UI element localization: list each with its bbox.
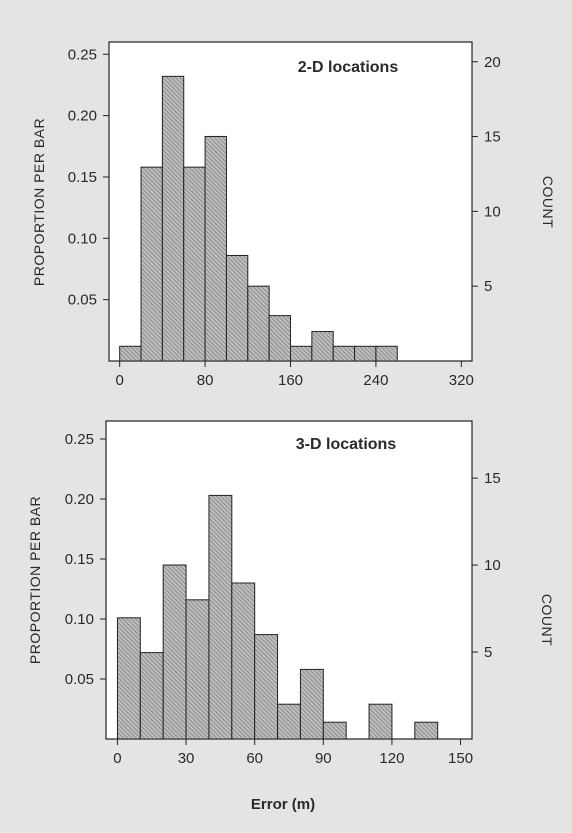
y-right-tick-label: 10 (484, 203, 501, 220)
x-tick-label: 120 (379, 750, 404, 767)
panel-title-2d: 2-D locations (298, 59, 399, 76)
x-tick-label: 320 (449, 372, 474, 389)
histogram-bar (161, 75, 185, 362)
y-right-tick-label: 15 (484, 470, 501, 487)
histogram-bar (354, 345, 377, 362)
histogram-bar (290, 345, 313, 362)
y-left-tick-label: 0.05 (68, 292, 97, 309)
y-axis-left-label-2d: PROPORTION PER BAR (31, 118, 47, 286)
x-tick-label: 0 (113, 750, 121, 767)
bars-3d (116, 494, 439, 740)
x-tick-label: 240 (363, 372, 388, 389)
histogram-bar (185, 599, 210, 740)
histogram-bar (375, 345, 398, 362)
y-left-tick-label: 0.20 (65, 491, 94, 508)
histogram-bar (247, 285, 270, 362)
y-right-tick-label: 5 (484, 644, 492, 661)
y-axis-right-label-2d: COUNT (540, 176, 556, 228)
histogram-bar (119, 345, 142, 362)
histogram-bar (183, 166, 206, 362)
x-tick-label: 30 (178, 750, 195, 767)
histogram-bar (231, 582, 256, 740)
y-axis-left-label-3d: PROPORTION PER BAR (27, 496, 43, 664)
histogram-bar (204, 135, 227, 362)
histogram-bar (140, 166, 163, 362)
x-tick-label: 160 (278, 372, 303, 389)
histogram-bar (225, 254, 249, 362)
histogram-bar (368, 703, 393, 740)
y-right-tick-label: 10 (484, 557, 501, 574)
y-axis-right-label-3d: COUNT (539, 594, 555, 646)
y-left-tick-label: 0.15 (68, 169, 97, 186)
panel-3d-locations: 3-D locations PROPORTION PER BAR COUNT 0… (27, 420, 555, 767)
histogram-bar (268, 315, 292, 362)
y-left-tick-label: 0.20 (68, 108, 97, 125)
y-right-tick-label: 5 (484, 278, 492, 295)
x-tick-label: 90 (315, 750, 332, 767)
axes-3d: 0 30 60 90 120 150 0.05 0.10 0.15 0.20 0.25 5 10 15 (65, 431, 501, 767)
histogram-bar (322, 721, 347, 740)
x-axis-label: Error (m) (251, 796, 315, 813)
y-left-tick-label: 0.15 (65, 551, 94, 568)
x-tick-label: 80 (197, 372, 214, 389)
histogram-bar (116, 617, 141, 740)
x-tick-label: 0 (116, 372, 124, 389)
y-left-tick-label: 0.05 (65, 671, 94, 688)
y-right-tick-label: 20 (484, 54, 501, 71)
bars-2d (119, 75, 398, 362)
histogram-bar (414, 721, 439, 740)
y-right-tick-label: 15 (484, 129, 501, 146)
histogram-bar (299, 668, 324, 740)
x-tick-label: 150 (448, 750, 473, 767)
panel-title-3d: 3-D locations (296, 436, 397, 453)
histogram-bar (162, 564, 187, 740)
histogram-bar (208, 494, 233, 740)
panel-2d-locations: 2-D locations PROPORTION PER BAR COUNT 0… (31, 41, 556, 389)
y-left-tick-label: 0.25 (68, 46, 97, 63)
histogram-bar (332, 345, 356, 362)
y-left-tick-label: 0.10 (68, 230, 97, 247)
y-left-tick-label: 0.25 (65, 431, 94, 448)
y-left-tick-label: 0.10 (65, 611, 94, 628)
histogram-bar (311, 331, 334, 362)
histogram-bar (277, 703, 301, 740)
x-tick-label: 60 (246, 750, 263, 767)
histogram-bar (254, 634, 279, 740)
axes-2d: 0 80 160 240 320 0.05 0.10 0.15 0.20 0.25 5 10 15 20 (68, 46, 501, 389)
histogram-bar (139, 652, 164, 740)
